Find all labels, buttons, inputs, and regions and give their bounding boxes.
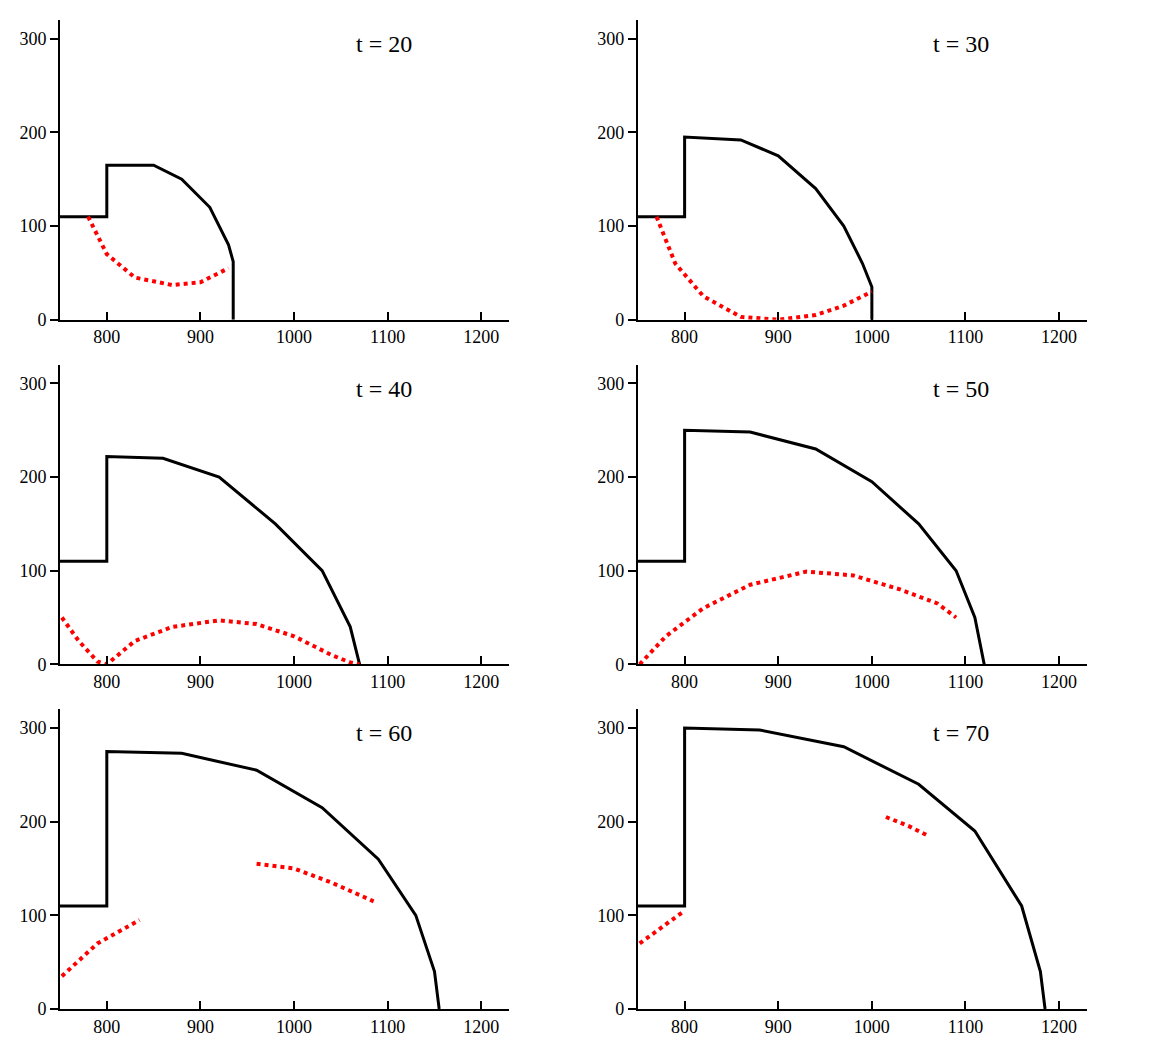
svg-text:900: 900 (765, 672, 792, 692)
svg-text:800: 800 (671, 1017, 698, 1037)
svg-text:1200: 1200 (1041, 672, 1077, 692)
svg-text:1200: 1200 (463, 327, 499, 347)
svg-text:900: 900 (765, 1017, 792, 1037)
svg-text:1000: 1000 (276, 1017, 312, 1037)
svg-text:1000: 1000 (276, 327, 312, 347)
svg-text:200: 200 (19, 812, 46, 832)
svg-text:t = 30: t = 30 (933, 31, 989, 57)
svg-text:t = 20: t = 20 (356, 31, 412, 57)
svg-text:0: 0 (615, 310, 624, 330)
svg-text:800: 800 (93, 672, 120, 692)
svg-text:0: 0 (615, 655, 624, 675)
svg-text:1100: 1100 (948, 327, 983, 347)
svg-text:900: 900 (187, 672, 214, 692)
svg-text:900: 900 (187, 327, 214, 347)
svg-text:t = 70: t = 70 (933, 720, 989, 746)
svg-text:0: 0 (37, 655, 46, 675)
svg-text:900: 900 (187, 1017, 214, 1037)
svg-text:100: 100 (19, 561, 46, 581)
svg-text:0: 0 (37, 310, 46, 330)
svg-text:t = 40: t = 40 (356, 376, 412, 402)
svg-text:1200: 1200 (1041, 327, 1077, 347)
svg-text:300: 300 (597, 29, 624, 49)
svg-text:1000: 1000 (854, 327, 890, 347)
svg-text:800: 800 (93, 327, 120, 347)
svg-text:300: 300 (19, 718, 46, 738)
svg-text:800: 800 (671, 672, 698, 692)
svg-text:1200: 1200 (463, 1017, 499, 1037)
svg-text:1100: 1100 (948, 1017, 983, 1037)
svg-text:200: 200 (597, 467, 624, 487)
svg-text:1000: 1000 (854, 672, 890, 692)
svg-text:100: 100 (19, 906, 46, 926)
svg-text:200: 200 (19, 467, 46, 487)
svg-text:900: 900 (765, 327, 792, 347)
svg-text:800: 800 (671, 327, 698, 347)
svg-text:1100: 1100 (370, 327, 405, 347)
svg-text:1200: 1200 (1041, 1017, 1077, 1037)
svg-text:200: 200 (597, 123, 624, 143)
svg-text:200: 200 (597, 812, 624, 832)
svg-text:300: 300 (597, 374, 624, 394)
svg-text:100: 100 (597, 561, 624, 581)
svg-text:1200: 1200 (463, 672, 499, 692)
svg-text:t = 50: t = 50 (933, 376, 989, 402)
svg-text:1100: 1100 (370, 672, 405, 692)
svg-text:300: 300 (19, 29, 46, 49)
svg-text:1000: 1000 (854, 1017, 890, 1037)
svg-text:800: 800 (93, 1017, 120, 1037)
svg-text:0: 0 (615, 999, 624, 1019)
svg-text:1100: 1100 (948, 672, 983, 692)
svg-text:300: 300 (597, 718, 624, 738)
svg-text:1100: 1100 (370, 1017, 405, 1037)
svg-text:100: 100 (597, 216, 624, 236)
svg-text:t = 60: t = 60 (356, 720, 412, 746)
svg-text:300: 300 (19, 374, 46, 394)
svg-text:100: 100 (597, 906, 624, 926)
svg-text:100: 100 (19, 216, 46, 236)
svg-text:200: 200 (19, 123, 46, 143)
svg-text:0: 0 (37, 999, 46, 1019)
svg-text:1000: 1000 (276, 672, 312, 692)
